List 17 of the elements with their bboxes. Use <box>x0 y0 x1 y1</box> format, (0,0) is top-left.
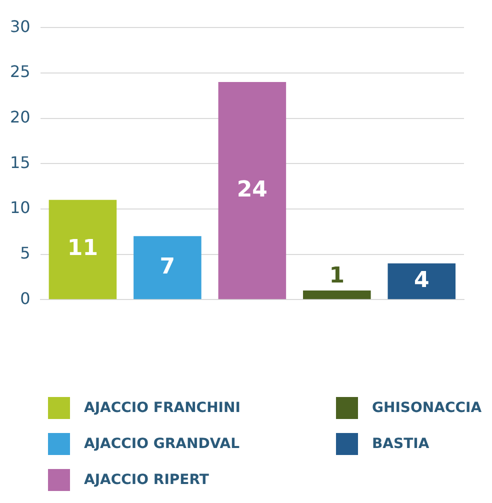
legend-label: GHISONACCIA <box>372 400 482 416</box>
data-label: 11 <box>67 236 98 262</box>
y-tick-label: 5 <box>20 243 30 262</box>
legend-label: AJACCIO FRANCHINI <box>84 400 240 416</box>
y-tick-label: 15 <box>10 152 30 172</box>
y-tick-label: 10 <box>10 198 30 218</box>
y-tick-label: 0 <box>20 288 30 308</box>
data-label: 7 <box>160 254 176 280</box>
y-tick-label: 20 <box>10 107 30 126</box>
y-tick-label: 25 <box>10 62 30 82</box>
data-label: 4 <box>414 268 430 293</box>
y-tick-label: 30 <box>10 16 30 36</box>
data-label: 1 <box>329 263 345 288</box>
legend-label: BASTIA <box>372 436 430 452</box>
legend-label: AJACCIO RIPERT <box>84 472 209 488</box>
data-label: 24 <box>236 177 268 202</box>
legend-label: AJACCIO GRANDVAL <box>84 436 240 452</box>
